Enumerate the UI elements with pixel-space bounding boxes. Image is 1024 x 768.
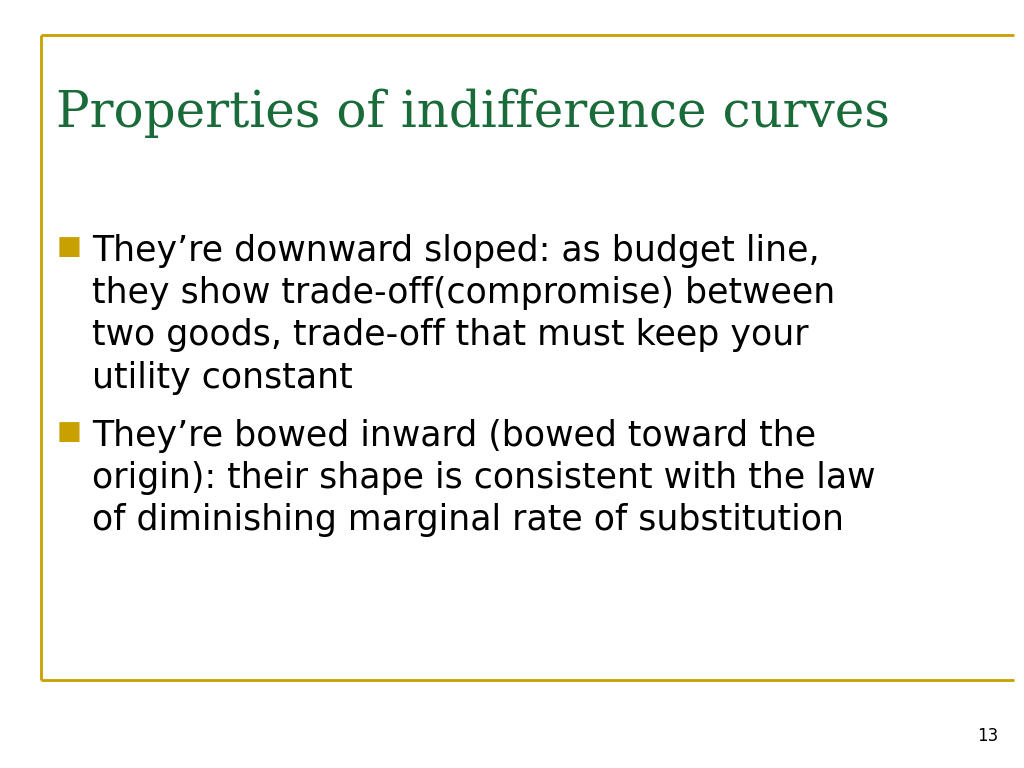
Text: They’re downward sloped: as budget line,
they show trade-off(compromise) between: They’re downward sloped: as budget line,…: [92, 234, 836, 395]
Text: They’re bowed inward (bowed toward the
origin): their shape is consistent with t: They’re bowed inward (bowed toward the o…: [92, 419, 876, 537]
Text: ■: ■: [56, 234, 81, 260]
Text: 13: 13: [977, 727, 998, 745]
Text: ■: ■: [56, 419, 81, 445]
Text: Properties of indifference curves: Properties of indifference curves: [56, 88, 890, 137]
